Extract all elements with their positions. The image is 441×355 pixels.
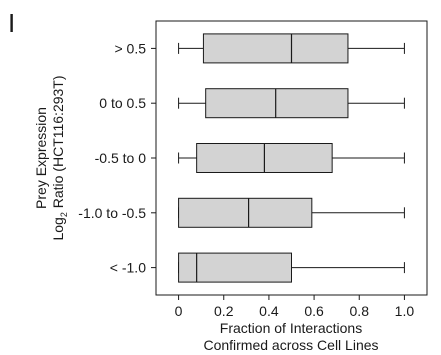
x-axis-label-line1: Fraction of Interactions [220,320,362,336]
x-tick-label-2: 0.4 [259,303,279,319]
x-tick-label-5: 1.0 [395,303,415,319]
x-tick-label-4: 0.8 [350,303,370,319]
y-tick-label-2: -0.5 to 0 [95,150,147,166]
y-tick-label-1: 0 to 0.5 [99,95,146,111]
y-axis-label-line1: Prey Expression [33,107,49,209]
x-tick-label-3: 0.6 [304,303,324,319]
box-3 [178,197,313,228]
y-tick-label-3: -1.0 to -0.5 [78,205,146,221]
chart-marks: > 0.5 0 to 0.5 -0.5 to 0 -1.0 to -0.5 < -1.0… [78,33,415,319]
box-4 [178,252,292,283]
y-tick-label-0: > 0.5 [114,40,146,56]
y-tick-label-4: < -1.0 [110,260,146,276]
y-axis-label-line2: Log2 Ratio (HCT116:293T) [50,75,69,240]
box-0 [202,33,349,64]
x-axis-label-line2: Confirmed across Cell Lines [203,337,378,353]
x-tick-label-0: 0 [175,303,183,319]
x-tick-label-1: 0.2 [214,303,234,319]
y-axis-label: Prey Expression Log2 Ratio (HCT116:293T) [33,75,69,240]
box-1 [205,88,349,119]
panel-letter: I [8,8,16,38]
